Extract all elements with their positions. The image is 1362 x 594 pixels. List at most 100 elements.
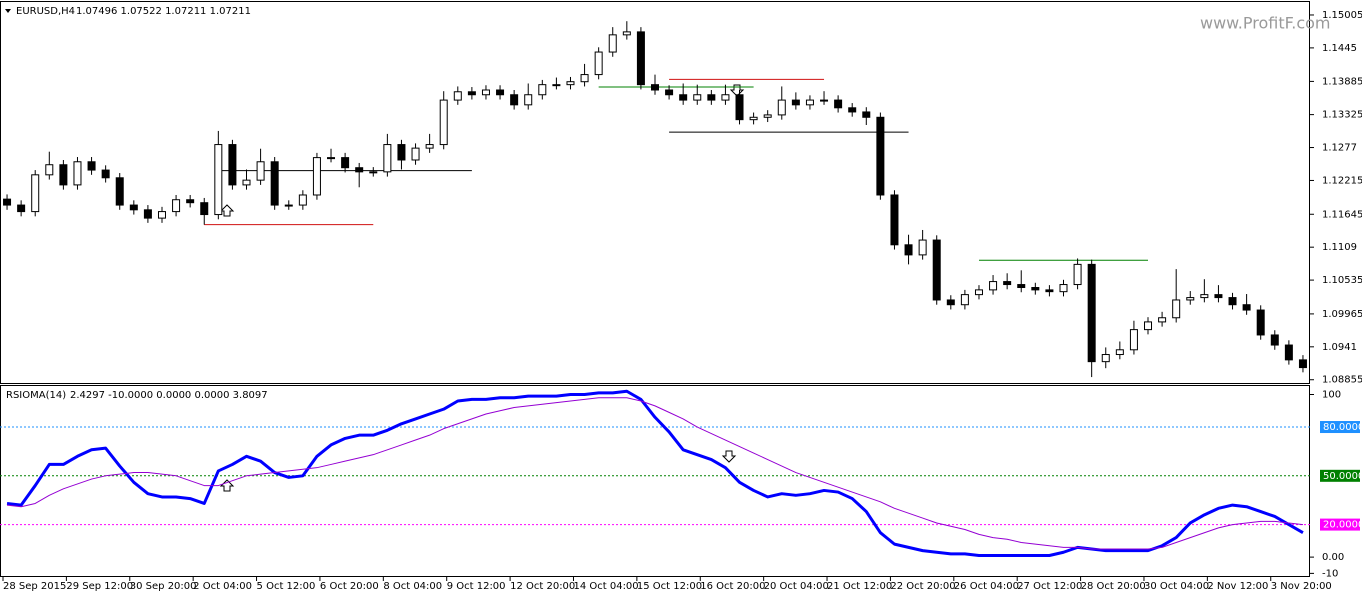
sell-arrow: [721, 450, 737, 463]
x-tick-label: 3 Nov 20:00: [1271, 581, 1332, 592]
y-tick-label: -10: [1322, 568, 1338, 579]
x-tick-label: 28 Oct 20:00: [1081, 581, 1146, 592]
candle-body: [214, 144, 223, 216]
candle-body: [707, 94, 716, 101]
menu-triangle[interactable]: [5, 9, 11, 13]
candle-body: [200, 202, 209, 216]
buy-arrow: [219, 479, 235, 492]
candle-body: [1242, 304, 1251, 311]
candle-body: [115, 177, 124, 206]
y-tick-label: 1.13325: [1322, 110, 1362, 121]
level-label-box: [1320, 469, 1360, 482]
x-tick-label: 9 Oct 12:00: [447, 581, 506, 592]
candle-body: [665, 89, 674, 96]
candle-body: [820, 99, 829, 102]
candle-body: [960, 294, 969, 306]
x-tick-label: 2 Oct 04:00: [193, 581, 252, 592]
candle-body: [453, 91, 462, 101]
x-tick-label: 20 Oct 04:00: [764, 581, 829, 592]
x-tick-label: 29 Sep 12:00: [66, 581, 133, 592]
candle-body: [1017, 284, 1026, 289]
candle-body: [425, 144, 434, 149]
candle-body: [327, 157, 336, 160]
x-tick-label: 12 Oct 20:00: [510, 581, 575, 592]
candle-body: [974, 289, 983, 296]
candle-body: [510, 94, 519, 106]
candle-body: [1256, 309, 1265, 336]
candle-body: [369, 171, 378, 174]
y-tick-label: 1.10535: [1322, 275, 1362, 286]
candle-body: [1031, 287, 1040, 291]
candle-body: [594, 51, 603, 76]
candle-body: [538, 84, 547, 96]
indicator-title: RSIOMA(14): [6, 390, 66, 401]
candle-body: [693, 94, 702, 101]
x-tick-label: 5 Oct 12:00: [257, 581, 316, 592]
level-label-box: [1320, 421, 1360, 434]
candle-body: [3, 198, 12, 206]
candle-body: [721, 94, 730, 101]
candle-body: [1228, 297, 1237, 306]
candle-body: [834, 99, 843, 109]
y-tick-label: 1.11645: [1322, 209, 1362, 220]
candle-body: [735, 94, 744, 121]
x-tick-label: 15 Oct 12:00: [637, 581, 702, 592]
y-tick-label: 1.1445: [1322, 43, 1357, 54]
candle-body: [1214, 294, 1223, 299]
price-info: 1.07496 1.07522 1.07211 1.07211: [76, 6, 251, 17]
candle-body: [679, 94, 688, 101]
candle-body: [256, 161, 265, 181]
indicator-line: [6, 389, 1304, 557]
candle-body: [312, 157, 321, 196]
candle-body: [1284, 344, 1293, 361]
candle-body: [341, 157, 350, 169]
candle-body: [1129, 329, 1138, 351]
candle-body: [989, 281, 998, 291]
y-tick-label: 1.15005: [1322, 10, 1362, 21]
y-tick-label: 1.1109: [1322, 242, 1357, 253]
candle-body: [31, 174, 40, 213]
candle-body: [298, 194, 307, 206]
x-tick-label: 21 Oct 12:00: [827, 581, 892, 592]
candle-body: [876, 116, 885, 196]
candle-body: [481, 89, 490, 96]
candle-body: [186, 199, 195, 204]
candle-body: [411, 147, 420, 161]
candle-body: [848, 107, 857, 113]
candle-body: [101, 169, 110, 179]
watermark: www.ProfitF.com: [1200, 14, 1331, 33]
candle-body: [157, 211, 166, 219]
candle-body: [59, 164, 68, 186]
candle-body: [439, 99, 448, 146]
candle-body: [1270, 334, 1279, 346]
indicator-line: [6, 397, 1304, 550]
candle-body: [862, 111, 871, 118]
candle-body: [467, 91, 476, 96]
candle-body: [791, 99, 800, 106]
x-tick-label: 27 Oct 12:00: [1017, 581, 1082, 592]
y-tick-label: 100: [1322, 390, 1341, 401]
candle-body: [228, 144, 237, 186]
candle-body: [87, 161, 96, 171]
candle-body: [608, 34, 617, 53]
candle-body: [763, 114, 772, 118]
candle-body: [918, 239, 927, 256]
price-panel: [0, 1, 1310, 384]
y-tick-label: 1.12215: [1322, 175, 1362, 186]
candle-body: [1059, 284, 1068, 293]
x-tick-label: 22 Oct 20:00: [890, 581, 955, 592]
level-label: 80.0000: [1323, 422, 1362, 433]
candle-body: [932, 239, 941, 301]
candle-body: [1087, 263, 1096, 363]
candle-body: [73, 161, 82, 186]
x-tick-label: 28 Sep 2015: [3, 581, 66, 592]
y-tick-label: 1.1277: [1322, 143, 1357, 154]
candle-body: [777, 99, 786, 116]
x-tick-label: 16 Oct 20:00: [700, 581, 765, 592]
candle-body: [1003, 281, 1012, 286]
candle-body: [805, 99, 814, 106]
candle-body: [1073, 263, 1082, 286]
candle-body: [524, 94, 533, 106]
level-label: 50.0000: [1323, 471, 1362, 482]
